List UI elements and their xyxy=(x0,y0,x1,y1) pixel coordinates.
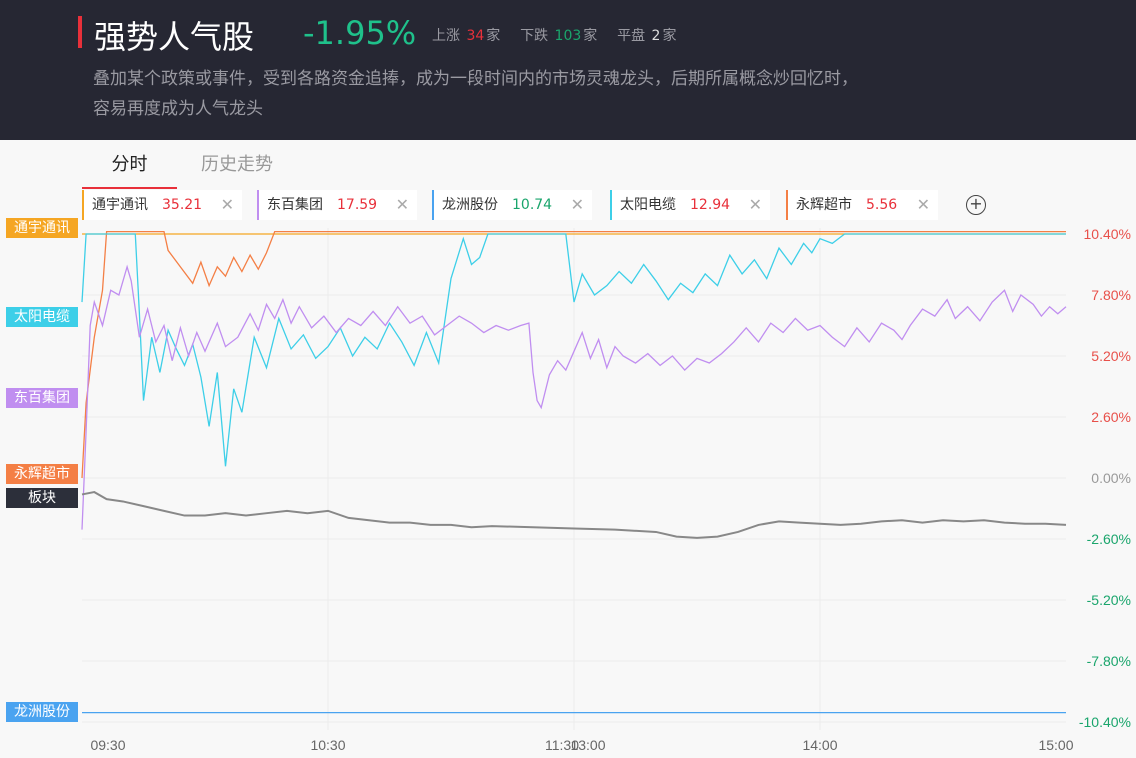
flat-label: 平盘 xyxy=(617,28,646,44)
stock-price: 17.59 xyxy=(337,197,378,213)
tab-intraday[interactable]: 分时 xyxy=(82,145,177,189)
series-label: 永辉超市 xyxy=(6,464,78,484)
close-icon[interactable]: ✕ xyxy=(916,195,930,214)
unit: 家 xyxy=(486,28,501,44)
y-tick-label: -10.40% xyxy=(1079,714,1131,730)
flat-count: 2 xyxy=(651,28,661,44)
y-tick-label: -5.20% xyxy=(1087,592,1131,608)
close-icon[interactable]: ✕ xyxy=(220,195,234,214)
series-label: 太阳电缆 xyxy=(6,307,78,327)
block-change: -1.95% xyxy=(303,14,417,52)
series-line xyxy=(81,491,1067,539)
x-tick-label: 11:30 xyxy=(545,737,579,753)
series-line xyxy=(81,231,1066,479)
y-tick-label: 2.60% xyxy=(1091,409,1131,425)
stock-chip[interactable]: 通宇通讯 35.21 ✕ xyxy=(82,190,242,220)
stock-price: 35.21 xyxy=(162,197,203,213)
add-stock-button[interactable]: + xyxy=(966,195,986,215)
unit: 家 xyxy=(662,28,677,44)
down-label: 下跌 xyxy=(520,28,549,44)
series-label: 板块 xyxy=(6,488,78,508)
up-count: 34 xyxy=(466,28,485,44)
stock-price: 5.56 xyxy=(866,197,898,213)
series-label: 龙洲股份 xyxy=(6,702,78,722)
description: 叠加某个政策或事件，受到各路资金追捧，成为一段时间内的市场灵魂龙头，后期所属概念… xyxy=(93,69,858,119)
y-tick-label: -2.60% xyxy=(1087,531,1131,547)
stock-name: 龙洲股份 xyxy=(442,197,498,213)
stock-chip[interactable]: 龙洲股份 10.74 ✕ xyxy=(432,190,592,220)
y-tick-label: 10.40% xyxy=(1084,226,1131,242)
y-tick-label: 0.00% xyxy=(1091,470,1131,486)
series-label: 通宇通讯 xyxy=(6,218,78,238)
x-tick-label: 10:30 xyxy=(310,737,345,753)
x-tick-label: 15:00 xyxy=(1038,737,1073,753)
title-accent-bar xyxy=(78,16,82,48)
stock-name: 东百集团 xyxy=(267,197,323,213)
stock-name: 永辉超市 xyxy=(796,197,852,213)
stock-name: 通宇通讯 xyxy=(92,197,148,213)
series-line xyxy=(81,264,1067,530)
up-label: 上涨 xyxy=(432,28,460,44)
stock-name: 太阳电缆 xyxy=(620,197,676,213)
y-tick-label: -7.80% xyxy=(1087,653,1131,669)
series-label: 东百集团 xyxy=(6,388,78,408)
close-icon[interactable]: ✕ xyxy=(570,195,584,214)
stock-chip[interactable]: 太阳电缆 12.94 ✕ xyxy=(610,190,770,220)
down-count: 103 xyxy=(554,28,582,44)
y-tick-label: 7.80% xyxy=(1091,287,1131,303)
x-tick-label: 09:30 xyxy=(90,737,125,753)
stock-chip[interactable]: 永辉超市 5.56 ✕ xyxy=(786,190,938,220)
close-icon[interactable]: ✕ xyxy=(748,195,762,214)
stock-chip[interactable]: 东百集团 17.59 ✕ xyxy=(257,190,417,220)
unit: 家 xyxy=(583,28,598,44)
x-tick-label: 13:00 xyxy=(570,737,605,753)
series-line xyxy=(81,233,1066,467)
x-tick-label: 14:00 xyxy=(802,737,837,753)
stock-price: 10.74 xyxy=(512,197,553,213)
tab-history[interactable]: 历史走势 xyxy=(201,154,273,175)
stock-price: 12.94 xyxy=(690,197,731,213)
close-icon[interactable]: ✕ xyxy=(395,195,409,214)
page-title: 强势人气股 xyxy=(94,18,255,56)
y-tick-label: 5.20% xyxy=(1091,348,1131,364)
